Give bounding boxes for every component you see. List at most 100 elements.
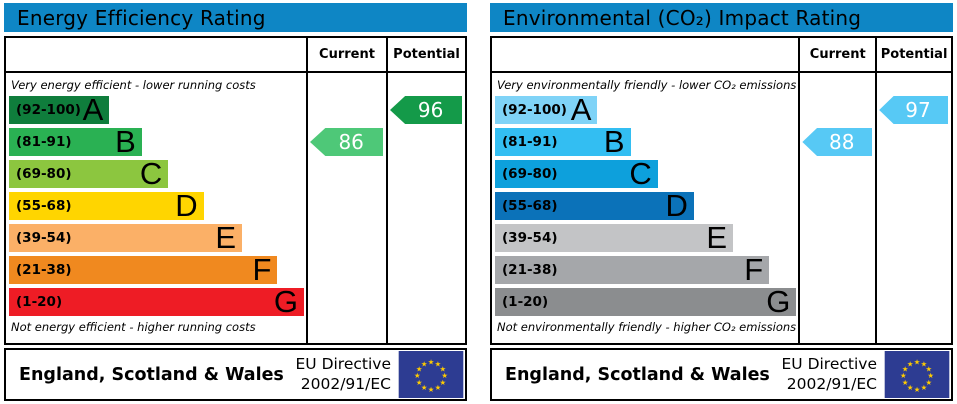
band-letter: G [273,284,298,319]
rating-table: Very energy efficient - lower running co… [4,36,467,345]
band-letter: A [570,92,592,127]
potential-rating-arrow: 96 [390,96,462,124]
band-range: (81-91) [16,134,72,150]
eu-directive-line1: EU Directive [781,355,878,374]
current-column: Current 88 [800,38,878,343]
panel-title: Environmental (CO₂) Impact Rating [503,5,862,30]
svg-text:★: ★ [914,385,921,394]
current-rating-value: 88 [829,130,855,154]
panel-title-bar: Environmental (CO₂) Impact Rating [490,3,953,32]
band-row-g: (1-20) G [9,284,304,319]
band-range: (92-100) [16,102,81,118]
potential-column-body: 97 [877,73,951,343]
band-row-b: (81-91) B [495,124,631,159]
band-range: (81-91) [502,134,558,150]
potential-column: Potential 97 [877,38,951,343]
band-letter: F [252,252,272,287]
svg-text:★: ★ [435,383,442,392]
band-letter: C [139,156,163,191]
svg-text:★: ★ [902,378,909,387]
eu-directive-line1: EU Directive [295,355,392,374]
environmental-impact-panel: Environmental (CO₂) Impact Rating Very e… [490,3,953,401]
band-row-f: (21-38) F [9,252,278,287]
potential-column-header: Potential [877,38,951,73]
band-range: (39-54) [502,230,558,246]
svg-text:★: ★ [416,364,423,373]
svg-text:★: ★ [441,371,448,380]
svg-text:★: ★ [902,364,909,373]
band-range: (1-20) [16,294,63,310]
bottom-caption: Not energy efficient - higher running co… [11,320,256,334]
svg-text:★: ★ [907,359,914,368]
band-row-d: (55-68) D [9,188,204,223]
svg-text:★: ★ [421,359,428,368]
panel-footer: England, Scotland & Wales EU Directive 2… [490,348,953,401]
svg-text:★: ★ [440,364,447,373]
eu-directive-line2: 2002/91/EC [786,374,877,393]
svg-text:★: ★ [900,371,907,380]
band-row-a: (92-100) A [495,92,598,127]
band-letter: G [766,284,791,319]
eu-directive-text: EU Directive 2002/91/EC [782,355,885,394]
band-row-a: (92-100) A [9,92,110,127]
top-caption: Very energy efficient - lower running co… [11,78,256,92]
band-range: (1-20) [502,294,549,310]
current-column: Current 86 [308,38,388,343]
svg-text:★: ★ [440,378,447,387]
current-rating-arrow: 88 [802,128,873,156]
top-caption: Very environmentally friendly - lower CO… [497,78,797,92]
potential-rating-arrow: 97 [879,96,948,124]
potential-rating-value: 96 [417,98,444,122]
band-range: (39-54) [16,230,72,246]
svg-text:★: ★ [435,359,442,368]
bands-column: Very energy efficient - lower running co… [6,38,308,343]
svg-text:★: ★ [428,357,435,366]
potential-column-header: Potential [388,38,465,73]
band-letter: E [215,220,237,255]
potential-column: Potential 96 [388,38,465,343]
band-range: (21-38) [16,262,72,278]
bands-column-header [6,38,306,73]
band-row-d: (55-68) D [495,188,694,223]
bands-column-header [492,38,799,73]
svg-text:★: ★ [926,364,933,373]
band-letter: B [115,124,136,159]
band-row-c: (69-80) C [9,156,169,191]
band-row-g: (1-20) G [495,284,797,319]
eu-flag-icon: ★ ★ ★★ ★★ ★★ ★★ ★★ [398,351,464,398]
band-range: (69-80) [16,166,72,182]
band-letter: D [175,188,198,223]
bands-area: Very energy efficient - lower running co… [6,73,306,343]
eu-directive-line2: 2002/91/EC [300,374,391,393]
potential-column-body: 96 [388,73,465,343]
band-letter: E [706,220,728,255]
band-row-e: (39-54) E [9,220,243,255]
svg-text:★: ★ [927,371,934,380]
footer-region: England, Scotland & Wales [19,364,284,385]
svg-text:★: ★ [416,378,423,387]
band-letter: B [603,124,625,159]
panel-footer: England, Scotland & Wales EU Directive 2… [4,348,467,401]
band-letter: A [82,92,104,127]
current-column-body: 86 [308,73,386,343]
svg-text:★: ★ [907,383,914,392]
band-range: (21-38) [502,262,558,278]
bands-area: Very environmentally friendly - lower CO… [492,73,798,343]
footer-region: England, Scotland & Wales [505,364,770,385]
band-row-e: (39-54) E [495,220,734,255]
current-column-header: Current [308,38,386,73]
band-row-b: (81-91) B [9,124,142,159]
svg-text:★: ★ [921,383,928,392]
rating-table: Very environmentally friendly - lower CO… [490,36,953,345]
band-letter: D [665,188,688,223]
eu-directive-text: EU Directive 2002/91/EC [296,355,399,394]
svg-text:★: ★ [421,383,428,392]
svg-text:★: ★ [414,371,421,380]
svg-text:★: ★ [921,359,928,368]
band-row-f: (21-38) F [495,254,770,285]
current-rating-value: 86 [338,130,364,154]
potential-rating-value: 97 [905,98,931,122]
energy-efficiency-panel: Energy Efficiency Rating Very energy eff… [4,3,467,401]
eu-flag-icon: ★ ★ ★★ ★★ ★★ ★★ ★★ [884,351,950,398]
